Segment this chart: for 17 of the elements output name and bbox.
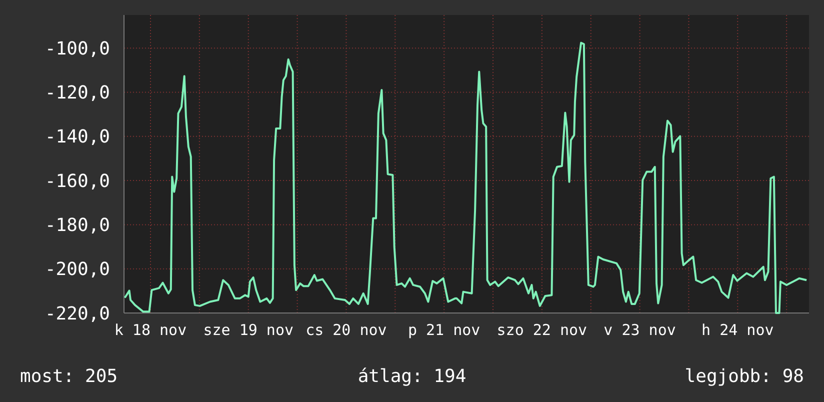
- y-tick-label: -140,0: [44, 126, 110, 148]
- x-tick-label: h 24 nov: [702, 321, 774, 339]
- x-tick-label: szo 22 nov: [496, 321, 588, 339]
- text: átlag: 194: [358, 366, 466, 387]
- x-tick-label: cs 20 nov: [306, 321, 387, 339]
- text: legjobb: 98: [684, 366, 804, 387]
- x-tick-label: p 21 nov: [408, 321, 480, 339]
- y-tick-label: -160,0: [44, 170, 110, 192]
- y-tick-label: -100,0: [44, 38, 110, 60]
- y-tick-label: -120,0: [44, 82, 110, 104]
- text: most: 205: [20, 366, 118, 387]
- x-tick-label: k 18 nov: [114, 321, 187, 339]
- x-tick-label: v 23 nov: [604, 321, 676, 339]
- y-tick-label: -180,0: [44, 215, 110, 236]
- x-tick-label: sze 19 nov: [203, 321, 294, 339]
- y-tick-label: -220,0: [44, 303, 110, 324]
- y-tick-label: -200,0: [44, 259, 110, 280]
